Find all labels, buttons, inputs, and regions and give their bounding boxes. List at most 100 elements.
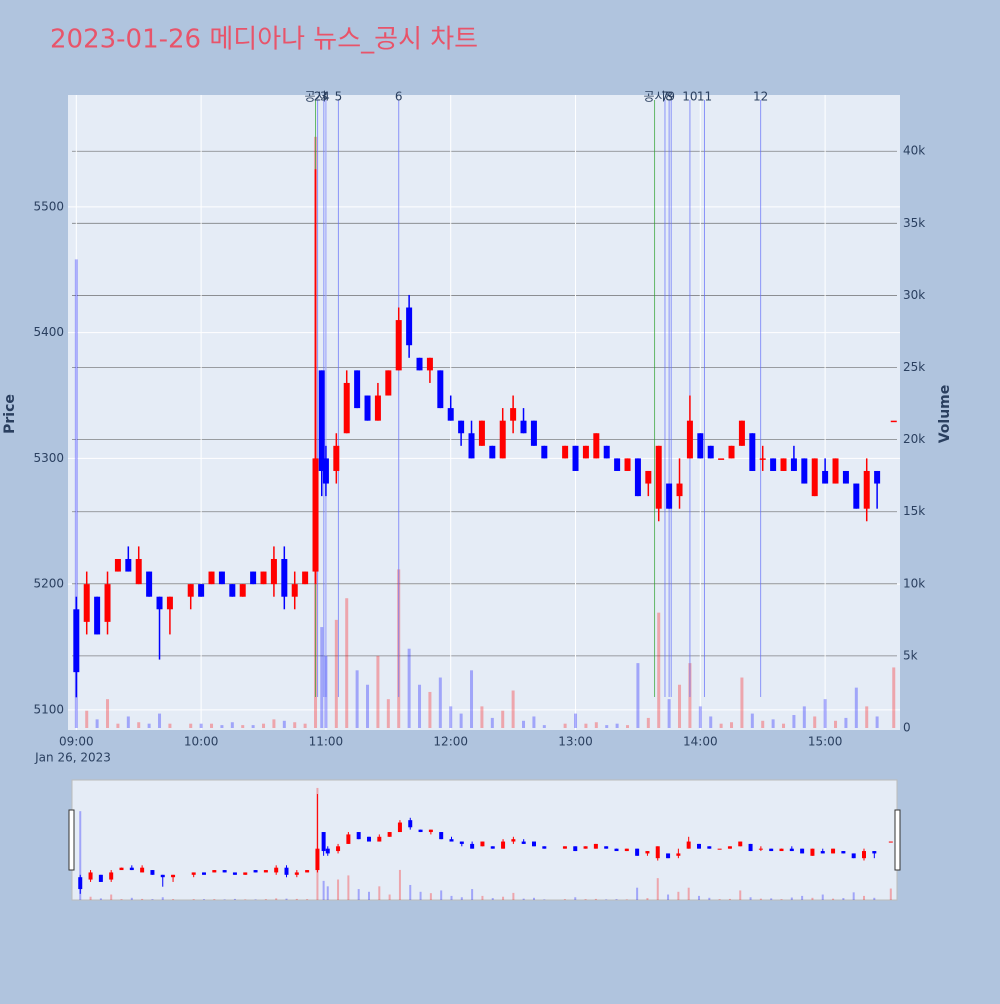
y-tick-label: 5200 — [33, 577, 64, 591]
candle-body — [135, 558, 142, 585]
slider-candle-body — [717, 848, 722, 850]
slider-candle-body — [490, 846, 495, 849]
volume-bar — [282, 720, 286, 728]
volume-bar — [106, 699, 110, 728]
range-handle[interactable] — [894, 809, 901, 871]
slider-volume-bar — [295, 898, 298, 900]
volume-bar — [210, 723, 214, 728]
slider-candle-body — [593, 843, 598, 849]
slider-candle-body — [800, 848, 805, 854]
slider-volume-bar — [110, 894, 113, 900]
candle-body — [291, 584, 298, 597]
volume-bar — [584, 723, 588, 728]
volume-bar — [126, 716, 130, 728]
candle-body — [738, 420, 745, 446]
slider-volume-bar — [79, 811, 82, 900]
candle-body — [208, 571, 215, 585]
slider-volume-bar — [378, 886, 381, 900]
slider-volume-bar — [120, 899, 123, 900]
slider-candle-body — [367, 836, 371, 842]
slider-candle-body — [284, 867, 289, 875]
slider-volume-bar — [780, 899, 783, 900]
candle-body — [458, 420, 465, 434]
event-label: 11 — [697, 90, 712, 104]
candle-body — [218, 571, 225, 585]
candle-body — [832, 458, 839, 484]
slider-volume-bar — [223, 899, 226, 900]
candle-body — [530, 420, 537, 446]
slider-candle-body — [851, 853, 856, 859]
slider-volume-bar — [759, 898, 762, 900]
candle-body — [198, 584, 205, 597]
plot-area — [68, 95, 900, 730]
candle-body — [281, 558, 288, 597]
slider-volume-bar — [790, 897, 793, 900]
slider-volume-bar — [646, 898, 649, 900]
candle-body — [114, 558, 121, 572]
slider-candle-body — [129, 867, 134, 871]
volume-bar — [802, 706, 806, 728]
volume-bar — [892, 667, 896, 728]
volume-bar — [844, 717, 848, 728]
volume-bar — [189, 723, 193, 728]
slider-candle-body — [315, 848, 320, 871]
volume-bar — [605, 725, 609, 728]
candle-body — [406, 307, 413, 346]
slider-candle-body — [428, 829, 433, 833]
volume-bar — [667, 699, 671, 728]
y2-tick-label: 15k — [903, 504, 925, 518]
candle-body — [686, 420, 693, 459]
volume-bar — [782, 723, 786, 728]
slider-volume-bar — [698, 895, 700, 900]
slider-volume-bar — [852, 892, 855, 900]
slider-candle-body — [294, 872, 299, 875]
slider-candle-body — [738, 841, 743, 847]
slider-candle-body — [511, 839, 516, 842]
candle-body — [676, 483, 683, 497]
candle-body — [83, 584, 90, 622]
slider-volume-bar — [471, 889, 474, 900]
x-tick-label: 12:00 — [433, 735, 468, 749]
slider-candle-body — [655, 846, 660, 859]
volume-bar — [511, 690, 515, 728]
y2-tick-label: 40k — [903, 144, 925, 158]
range-slider[interactable] — [71, 779, 898, 901]
slider-candle-body — [274, 867, 279, 873]
candle-body — [260, 571, 267, 585]
y2-tick-label: 35k — [903, 216, 925, 230]
volume-bar — [168, 723, 172, 728]
slider-candle-body — [604, 846, 609, 849]
slider-volume-bar — [563, 899, 566, 900]
candle-body — [156, 596, 163, 610]
y2-tick-label: 5k — [903, 648, 918, 662]
slider-volume-bar — [687, 887, 690, 900]
volume-bar — [740, 677, 744, 728]
candle-body — [666, 483, 673, 509]
slider-volume-bar — [801, 895, 804, 900]
volume-bar — [501, 710, 505, 728]
volume-bar — [428, 691, 432, 728]
slider-volume-bar — [543, 899, 546, 900]
slider-volume-bar — [625, 899, 628, 900]
slider-candle-body — [325, 848, 330, 854]
candle-body — [270, 558, 277, 585]
candle-body — [239, 584, 246, 597]
volume-bar — [574, 713, 578, 728]
slider-volume-bar — [594, 898, 597, 900]
slider-volume-bar — [306, 899, 309, 900]
range-handle[interactable] — [68, 809, 75, 871]
slider-candle-body — [542, 846, 547, 849]
slider-volume-bar — [889, 888, 892, 900]
volume-bar — [875, 716, 879, 728]
slider-volume-bar — [821, 894, 824, 900]
volume-bar — [220, 725, 224, 728]
slider-volume-bar — [368, 891, 370, 900]
slider-candle-body — [387, 832, 392, 837]
candle-body — [468, 433, 475, 459]
slider-volume-bar — [347, 875, 350, 900]
slider-candle-body — [232, 872, 237, 875]
event-label: 5 — [335, 90, 343, 104]
candle-body — [250, 571, 257, 585]
slider-volume-bar — [357, 889, 360, 900]
